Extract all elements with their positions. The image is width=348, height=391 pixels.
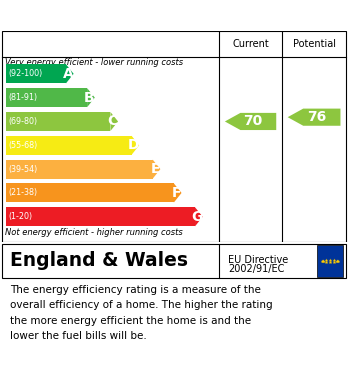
- Polygon shape: [110, 112, 118, 131]
- Bar: [6, 88, 87, 107]
- Text: 70: 70: [244, 115, 263, 129]
- Text: (92-100): (92-100): [9, 69, 43, 78]
- Bar: [317, 245, 343, 277]
- Text: EU Directive: EU Directive: [228, 255, 288, 264]
- Text: (21-38): (21-38): [9, 188, 38, 197]
- Text: A: A: [63, 67, 74, 81]
- Polygon shape: [195, 207, 203, 226]
- Bar: [6, 136, 132, 155]
- Polygon shape: [66, 64, 74, 83]
- Text: D: D: [128, 138, 140, 152]
- Bar: [6, 64, 66, 83]
- Polygon shape: [174, 183, 182, 203]
- Bar: [6, 112, 110, 131]
- Text: C: C: [108, 115, 118, 129]
- Text: Energy Efficiency Rating: Energy Efficiency Rating: [7, 8, 228, 23]
- Text: F: F: [172, 186, 181, 200]
- Text: G: G: [192, 210, 203, 224]
- Text: Not energy efficient - higher running costs: Not energy efficient - higher running co…: [5, 228, 183, 237]
- Text: 76: 76: [307, 110, 326, 124]
- Text: England & Wales: England & Wales: [10, 251, 188, 270]
- Polygon shape: [153, 160, 160, 179]
- Polygon shape: [87, 88, 95, 107]
- Polygon shape: [132, 136, 139, 155]
- Text: B: B: [84, 91, 95, 105]
- Text: (69-80): (69-80): [9, 117, 38, 126]
- Text: (81-91): (81-91): [9, 93, 38, 102]
- Bar: [6, 160, 153, 179]
- Text: Potential: Potential: [293, 39, 335, 49]
- Polygon shape: [225, 113, 276, 130]
- Bar: [6, 207, 195, 226]
- Text: (39-54): (39-54): [9, 165, 38, 174]
- Text: The energy efficiency rating is a measure of the
overall efficiency of a home. T: The energy efficiency rating is a measur…: [10, 285, 273, 341]
- Polygon shape: [288, 109, 340, 126]
- Text: (1-20): (1-20): [9, 212, 33, 221]
- Text: (55-68): (55-68): [9, 141, 38, 150]
- Text: E: E: [150, 162, 160, 176]
- Text: Current: Current: [232, 39, 269, 49]
- Bar: [6, 183, 174, 203]
- Text: 2002/91/EC: 2002/91/EC: [228, 264, 284, 274]
- Text: Very energy efficient - lower running costs: Very energy efficient - lower running co…: [5, 57, 183, 67]
